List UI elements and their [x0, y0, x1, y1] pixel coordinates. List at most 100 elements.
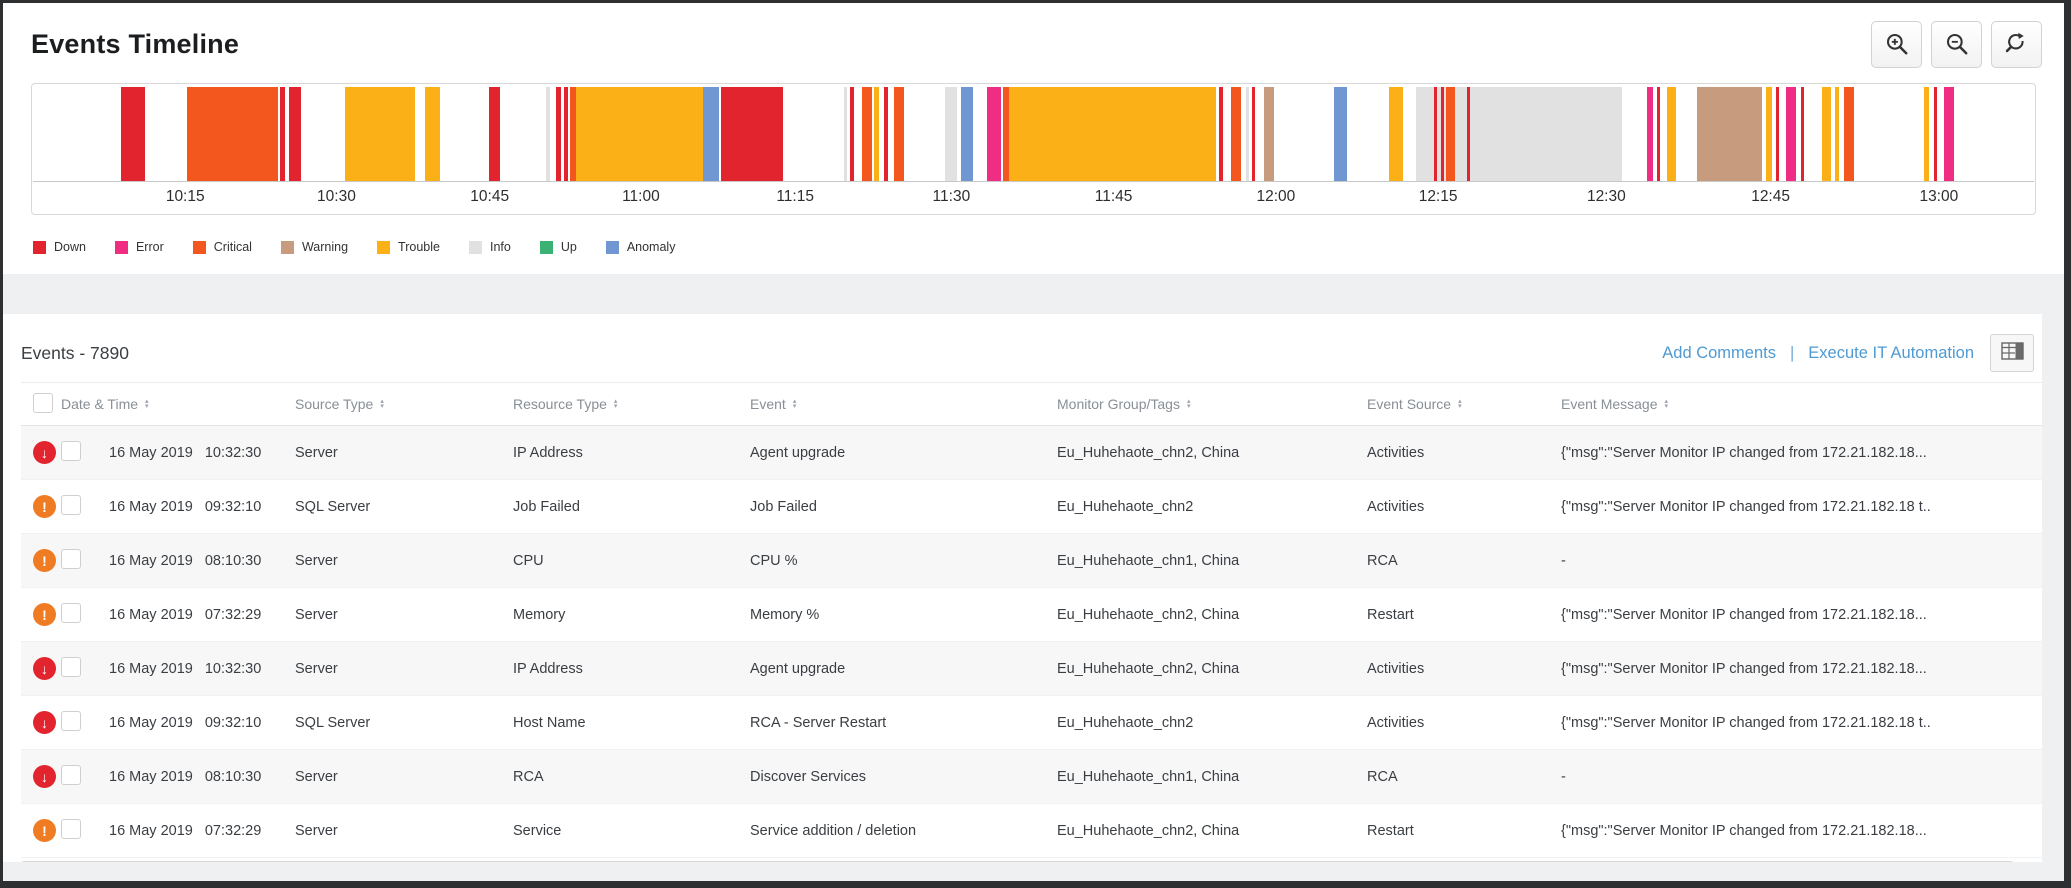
timeline-segment-down[interactable] — [1440, 87, 1444, 181]
table-row[interactable]: ↓ 16 May 2019 10:32:30 Server IP Address Agen… — [21, 642, 2042, 696]
timeline-segment-trouble[interactable] — [1923, 87, 1929, 181]
timeline-segment-info[interactable] — [1245, 87, 1249, 181]
timeline-segment-warning[interactable] — [1263, 87, 1274, 181]
timeline-segment-error[interactable] — [1943, 87, 1954, 181]
sort-icon[interactable]: ▴ ▾ — [145, 398, 149, 410]
legend-item-down[interactable]: Down — [33, 240, 86, 254]
timeline-segment-down[interactable] — [1466, 87, 1470, 181]
timeline-segment-warning[interactable] — [1696, 87, 1762, 181]
timeline-segment-trouble[interactable] — [576, 87, 704, 181]
timeline-segment-down[interactable] — [721, 87, 784, 181]
timeline-segment-down[interactable] — [1933, 87, 1937, 181]
timeline-segment-down[interactable] — [1656, 87, 1660, 181]
table-row[interactable]: ! 16 May 2019 07:32:29 Server Service Service… — [21, 804, 2042, 858]
timeline-segment-down[interactable] — [564, 87, 569, 181]
timeline-segment-info[interactable] — [844, 87, 848, 181]
legend-item-warning[interactable]: Warning — [280, 240, 348, 254]
sort-icon[interactable]: ▴ ▾ — [380, 398, 384, 410]
timeline-segment-error[interactable] — [1785, 87, 1796, 181]
timeline-segment-down[interactable] — [1251, 87, 1255, 181]
zoom-out-button[interactable] — [1931, 20, 1982, 68]
timeline-segment-critical[interactable] — [1230, 87, 1241, 181]
timeline-segment-trouble[interactable] — [1388, 87, 1403, 181]
column-header-source-type[interactable]: Source Type ▴ ▾ — [295, 396, 513, 412]
zoom-in-button[interactable] — [1871, 20, 1922, 68]
legend-item-anomaly[interactable]: Anomaly — [605, 240, 675, 254]
timeline-segment-critical[interactable] — [570, 87, 577, 181]
timeline-segment-anomaly[interactable] — [703, 87, 720, 181]
table-row[interactable]: ! 16 May 2019 07:32:29 Server Memory Memory %… — [21, 588, 2042, 642]
timeline-segment-down[interactable] — [1800, 87, 1804, 181]
timeline-segment-down[interactable] — [1775, 87, 1779, 181]
row-checkbox[interactable] — [61, 656, 81, 677]
row-checkbox[interactable] — [61, 602, 81, 623]
timeline-segment-critical[interactable] — [862, 87, 873, 181]
timeline-segment-critical[interactable] — [187, 87, 279, 181]
timeline-segment-down[interactable] — [884, 87, 889, 181]
table-row[interactable]: ! 16 May 2019 09:32:10 SQL Server Job Failed… — [21, 480, 2042, 534]
timeline-segment-critical[interactable] — [1445, 87, 1455, 181]
row-checkbox[interactable] — [61, 818, 81, 839]
sort-icon[interactable]: ▴ ▾ — [1186, 398, 1191, 410]
zoom-reset-button[interactable] — [1991, 20, 2042, 68]
column-header-resource-type[interactable]: Resource Type ▴ ▾ — [513, 396, 750, 412]
timeline-segment-anomaly[interactable] — [1333, 87, 1347, 181]
timeline-segment-trouble[interactable] — [1821, 87, 1831, 181]
legend-item-critical[interactable]: Critical — [192, 240, 252, 254]
column-header-event[interactable]: Event ▴ ▾ — [750, 396, 1057, 412]
sort-icon[interactable]: ▴ ▾ — [1458, 398, 1462, 410]
timeline-segment-anomaly[interactable] — [961, 87, 974, 181]
select-all-checkbox[interactable] — [33, 392, 53, 413]
timeline-segment-down[interactable] — [489, 87, 501, 181]
row-checkbox[interactable] — [61, 710, 81, 731]
timeline-segment-trouble[interactable] — [874, 87, 880, 181]
column-header-date-time[interactable]: Date & Time ▴ ▾ — [61, 396, 295, 412]
timeline-segment-critical[interactable] — [1003, 87, 1010, 181]
timeline-segment-trouble[interactable] — [1666, 87, 1676, 181]
legend-item-up[interactable]: Up — [539, 240, 577, 254]
cell-event: Agent upgrade — [750, 444, 846, 461]
timeline-segment-info[interactable] — [945, 87, 958, 181]
events-timeline-chart[interactable]: 10:15 10:30 10:45 11:00 11:15 11:30 11:45 12:00… — [31, 83, 2036, 215]
column-header-event-source[interactable]: Event Source ▴ ▾ — [1367, 396, 1561, 412]
timeline-segment-down[interactable] — [850, 87, 855, 181]
row-checkbox[interactable] — [61, 440, 81, 461]
sort-icon[interactable]: ▴ ▾ — [613, 398, 618, 410]
timeline-segment-trouble[interactable] — [1009, 87, 1216, 181]
timeline-segment-critical[interactable] — [894, 87, 905, 181]
timeline-segment-error[interactable] — [987, 87, 1002, 181]
row-checkbox[interactable] — [61, 548, 81, 569]
timeline-bars[interactable] — [33, 84, 2034, 182]
table-row[interactable]: ! 16 May 2019 08:10:30 Server CPU CPU % Eu_Huh… — [21, 534, 2042, 588]
add-comments-link[interactable]: Add Comments — [1662, 343, 1776, 362]
timeline-segment-trouble[interactable] — [1834, 87, 1839, 181]
timeline-segment-down[interactable] — [1433, 87, 1437, 181]
sort-icon[interactable]: ▴ ▾ — [792, 398, 797, 410]
execute-it-automation-link[interactable]: Execute IT Automation — [1808, 343, 1974, 362]
timeline-segment-down[interactable] — [289, 87, 302, 181]
table-row[interactable]: ↓ 16 May 2019 10:32:30 Server IP Address Agen… — [21, 426, 2042, 480]
row-checkbox[interactable] — [61, 494, 81, 515]
timeline-segment-down[interactable] — [280, 87, 286, 181]
timeline-segment-down[interactable] — [121, 87, 146, 181]
legend-item-error[interactable]: Error — [114, 240, 164, 254]
timeline-segment-error[interactable] — [1646, 87, 1653, 181]
legend-item-trouble[interactable]: Trouble — [377, 240, 440, 254]
column-header-event-message[interactable]: Event Message ▴ ▾ — [1561, 396, 2042, 412]
timeline-segment-trouble[interactable] — [425, 87, 441, 181]
column-header-monitor-group-tags[interactable]: Monitor Group/Tags ▴ ▾ — [1057, 396, 1367, 412]
axis-tick-label: 12:15 — [1418, 188, 1458, 205]
table-row[interactable]: ↓ 16 May 2019 08:10:30 Server RCA Discover Se… — [21, 750, 2042, 804]
timeline-segment-critical[interactable] — [1843, 87, 1854, 181]
column-chooser-button[interactable] — [1990, 334, 2034, 372]
timeline-segment-trouble[interactable] — [345, 87, 416, 181]
vertical-scrollbar[interactable] — [2042, 314, 2064, 862]
timeline-segment-trouble[interactable] — [1765, 87, 1772, 181]
row-checkbox[interactable] — [61, 764, 81, 785]
timeline-segment-info[interactable] — [546, 87, 551, 181]
table-row[interactable]: ↓ 16 May 2019 09:32:10 SQL Server Host Name R… — [21, 696, 2042, 750]
timeline-segment-down[interactable] — [556, 87, 562, 181]
timeline-segment-down[interactable] — [1218, 87, 1223, 181]
legend-item-info[interactable]: Info — [468, 240, 511, 254]
sort-icon[interactable]: ▴ ▾ — [1664, 398, 1669, 410]
